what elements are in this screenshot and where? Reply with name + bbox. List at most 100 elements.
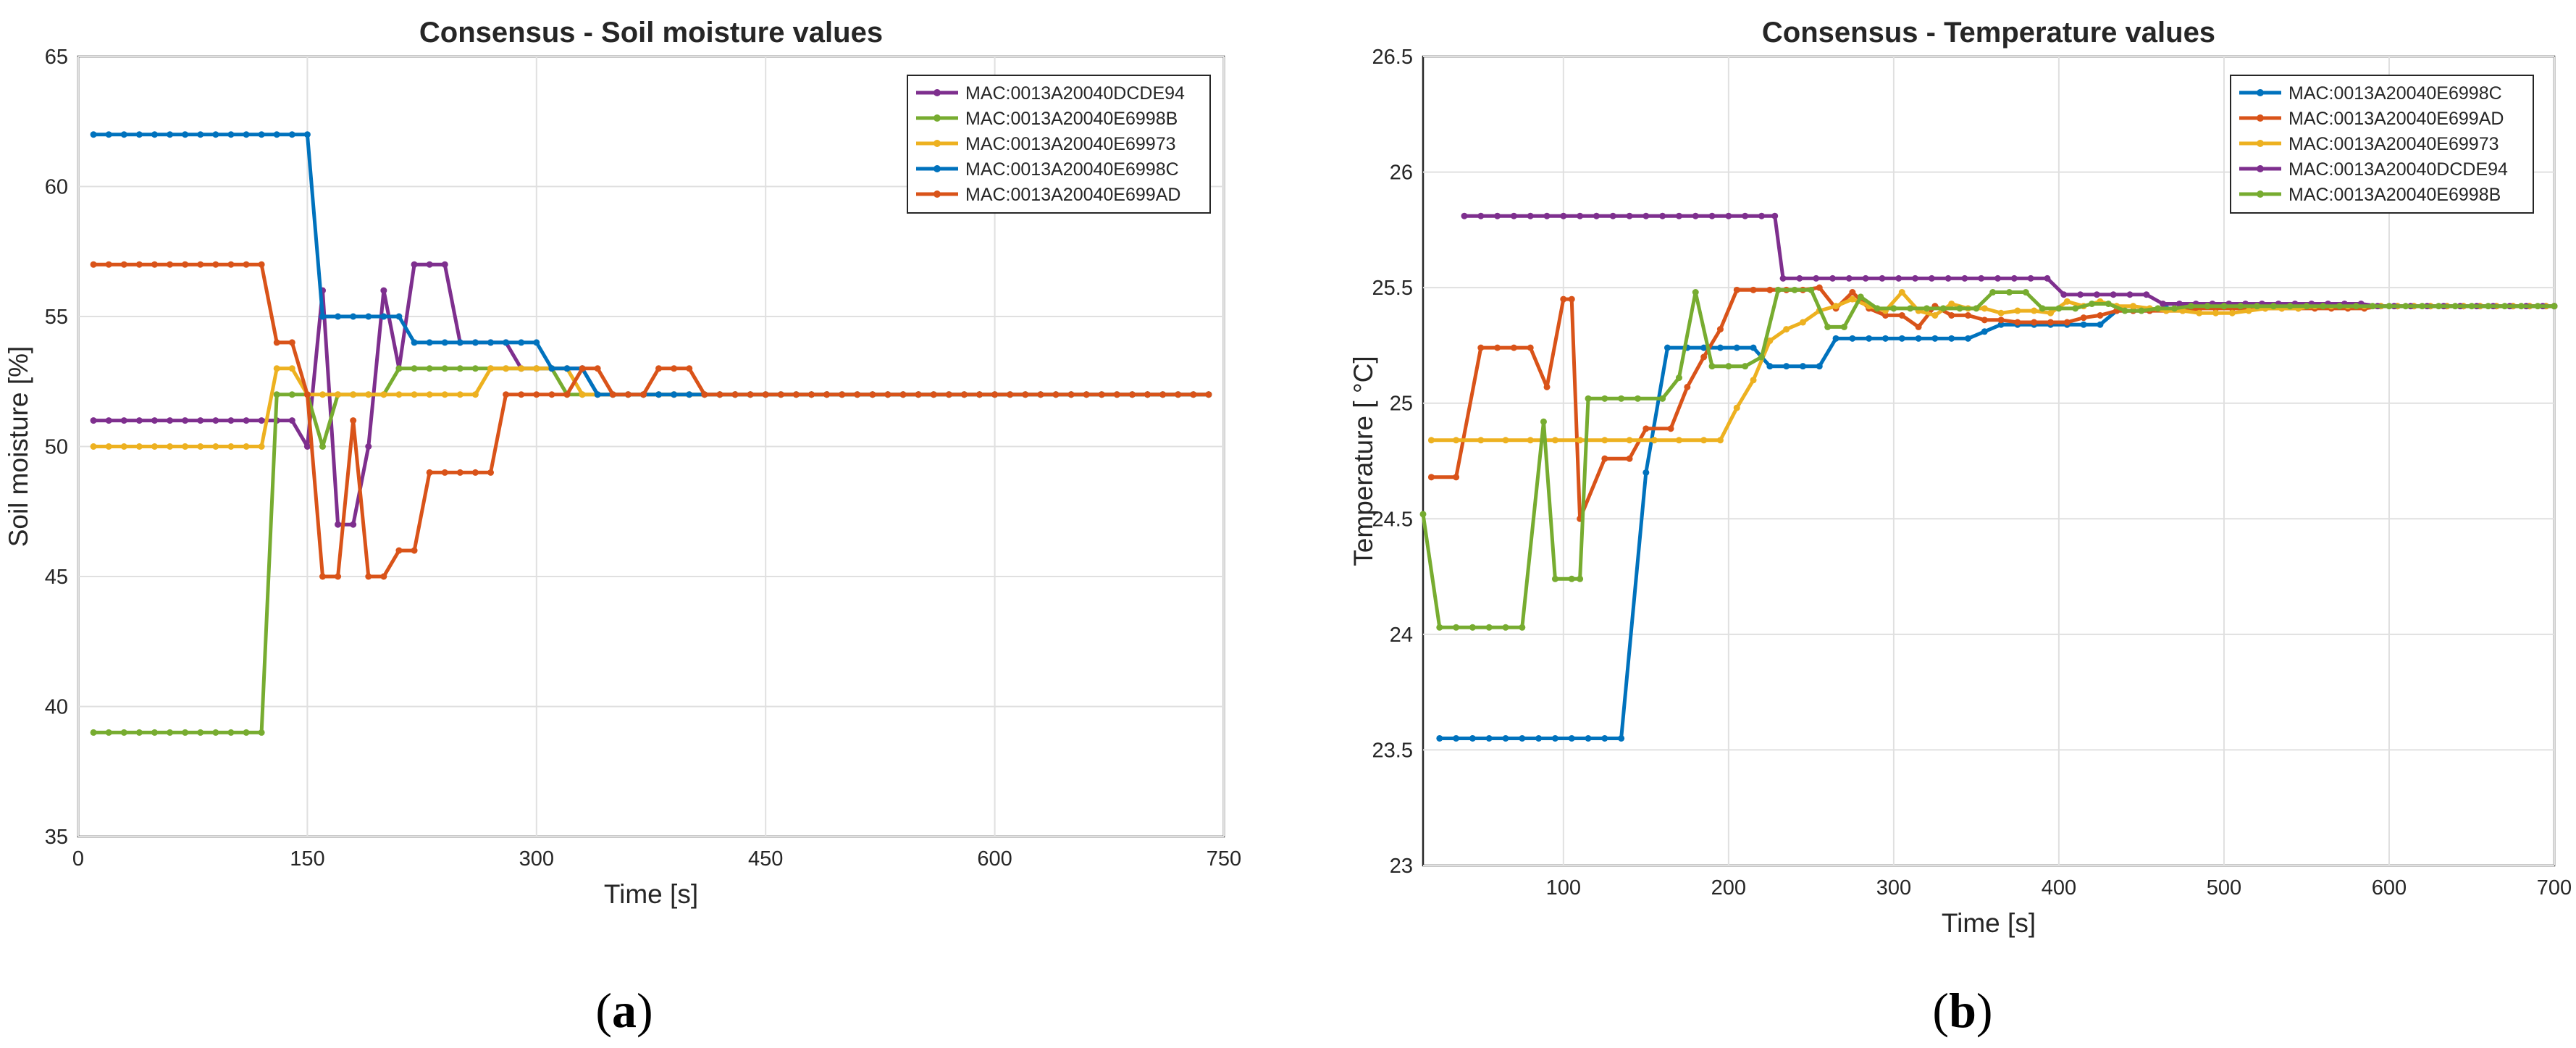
data-point <box>2138 307 2145 314</box>
series-lines <box>90 131 1212 736</box>
data-point <box>1931 335 1939 342</box>
data-point <box>380 313 387 320</box>
data-point <box>227 729 235 736</box>
data-point <box>1502 437 1509 444</box>
data-point <box>823 391 831 398</box>
legend-label: MAC:0013A20040E69973 <box>965 134 1176 154</box>
data-point <box>1700 437 1708 444</box>
data-point <box>319 573 326 580</box>
x-axis-label: Time [s] <box>604 879 698 909</box>
data-point <box>1692 212 1699 219</box>
legend-item: MAC:0013A20040DCDE94 <box>2239 159 2508 180</box>
legend-item: MAC:0013A20040E699AD <box>916 185 1180 205</box>
legend: MAC:0013A20040E6998C MAC:0013A20040E699AD… <box>2230 75 2534 214</box>
data-point <box>2097 321 2104 328</box>
x-tick-label: 400 <box>2042 876 2076 900</box>
data-point <box>1912 274 1919 282</box>
data-point <box>411 365 418 372</box>
legend-item: MAC:0013A20040DCDE94 <box>916 83 1185 104</box>
chart-soil-moisture: 0 150 300 450 600 750 35 40 45 50 55 60 65 Consensus… <box>4 17 1241 909</box>
data-point <box>471 391 479 398</box>
legend-marker <box>934 165 941 172</box>
data-point <box>1898 335 1905 342</box>
data-point <box>1585 395 1592 402</box>
data-point <box>1601 734 1608 742</box>
data-point <box>1650 437 1658 444</box>
data-point <box>1461 212 1468 219</box>
data-point <box>471 365 479 372</box>
data-point <box>2534 303 2541 310</box>
data-point <box>1771 212 1779 219</box>
data-point <box>2228 309 2236 317</box>
data-point <box>1128 391 1136 398</box>
data-point <box>807 391 815 398</box>
chart-title: Consensus - Temperature values <box>1762 17 2215 49</box>
y-tick-label: 25 <box>1390 393 1413 416</box>
data-point <box>1577 437 1584 444</box>
data-point <box>1948 335 1955 342</box>
legend-marker <box>2257 89 2264 96</box>
data-point <box>303 443 311 450</box>
data-point <box>90 729 97 736</box>
series-line <box>1421 288 2554 629</box>
data-point <box>167 131 174 138</box>
data-point <box>456 469 463 476</box>
data-point <box>1453 474 1460 481</box>
data-point <box>380 391 387 398</box>
data-point <box>1519 624 1526 631</box>
data-point <box>1750 344 1757 351</box>
data-point <box>2369 303 2376 310</box>
data-point <box>182 261 189 268</box>
data-point <box>1956 305 1963 312</box>
data-point <box>884 391 891 398</box>
data-point <box>1560 295 1567 303</box>
data-point <box>686 391 693 398</box>
data-point <box>747 391 754 398</box>
y-axis-label: Soil moisture [%] <box>4 346 33 548</box>
data-point <box>1791 286 1798 293</box>
data-point <box>1866 335 1873 342</box>
data-point <box>1427 437 1435 444</box>
legend-label: MAC:0013A20040E6998B <box>965 109 1178 129</box>
data-point <box>335 391 342 398</box>
x-tick-label: 300 <box>519 847 554 871</box>
data-point <box>1568 295 1575 303</box>
data-point <box>2485 303 2492 310</box>
data-point <box>1923 305 1930 312</box>
data-point <box>1022 391 1029 398</box>
data-point <box>319 443 326 450</box>
data-point <box>2245 307 2252 314</box>
data-point <box>2006 289 2013 296</box>
legend-item: MAC:0013A20040E69973 <box>2239 134 2499 154</box>
data-point <box>151 261 158 268</box>
data-point <box>1144 391 1151 398</box>
data-point <box>1601 437 1608 444</box>
data-point <box>1766 286 1774 293</box>
data-point <box>2286 303 2294 310</box>
data-point <box>2126 291 2134 298</box>
y-tick-label: 23 <box>1390 855 1413 878</box>
data-point <box>273 339 280 346</box>
legend-label: MAC:0013A20040E699AD <box>965 185 1180 205</box>
data-point <box>90 261 97 268</box>
data-point <box>1540 418 1547 425</box>
data-point <box>365 391 372 398</box>
data-point <box>1725 363 1732 370</box>
data-point <box>471 469 479 476</box>
y-tick-label: 65 <box>45 46 68 69</box>
data-point <box>609 391 616 398</box>
data-point <box>350 521 357 528</box>
data-point <box>1527 212 1534 219</box>
legend-marker <box>2257 114 2264 122</box>
x-tick-label: 200 <box>1711 876 1746 900</box>
data-point <box>365 443 372 450</box>
data-point <box>2517 303 2525 310</box>
data-point <box>227 261 235 268</box>
data-point <box>2386 303 2393 310</box>
data-point <box>350 313 357 320</box>
data-point <box>563 365 571 372</box>
data-point <box>2027 274 2034 282</box>
data-point <box>1832 335 1839 342</box>
data-point <box>2080 314 2087 322</box>
data-point <box>380 287 387 294</box>
